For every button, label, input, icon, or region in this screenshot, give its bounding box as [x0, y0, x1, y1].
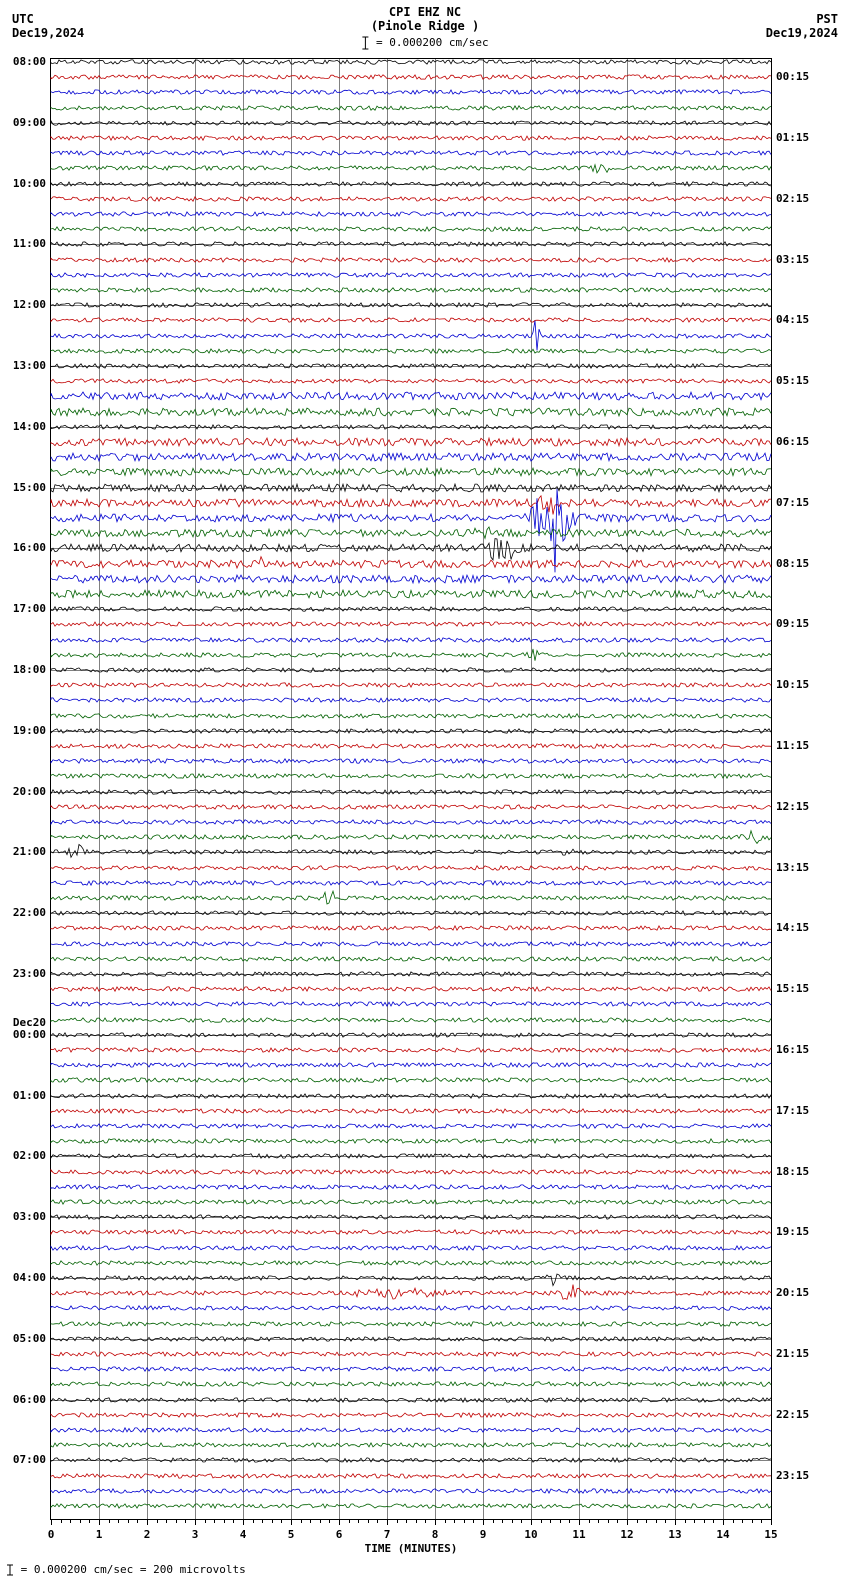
- utc-time-label: 20:00: [4, 785, 46, 798]
- utc-time-label: 10:00: [4, 177, 46, 190]
- pst-time-label: 09:15: [776, 617, 826, 630]
- utc-time-label: 00:00: [4, 1028, 46, 1041]
- pst-time-label: 12:15: [776, 800, 826, 813]
- utc-time-label: 14:00: [4, 420, 46, 433]
- utc-time-label: 06:00: [4, 1393, 46, 1406]
- pst-time-label: 17:15: [776, 1104, 826, 1117]
- pst-time-label: 13:15: [776, 861, 826, 874]
- footer-text: = 0.000200 cm/sec = 200 microvolts: [21, 1563, 246, 1576]
- pst-time-label: 20:15: [776, 1286, 826, 1299]
- utc-time-label: 15:00: [4, 481, 46, 494]
- utc-time-label: 19:00: [4, 724, 46, 737]
- pst-time-label: 02:15: [776, 192, 826, 205]
- pst-time-label: 22:15: [776, 1408, 826, 1421]
- utc-time-label: 23:00: [4, 967, 46, 980]
- pst-time-label: 16:15: [776, 1043, 826, 1056]
- utc-time-label: 21:00: [4, 845, 46, 858]
- utc-time-label: 18:00: [4, 663, 46, 676]
- utc-time-label: 12:00: [4, 298, 46, 311]
- utc-time-label: 09:00: [4, 116, 46, 129]
- utc-time-label: 04:00: [4, 1271, 46, 1284]
- utc-time-label: 01:00: [4, 1089, 46, 1102]
- pst-time-label: 04:15: [776, 313, 826, 326]
- xaxis-tick: [771, 1519, 772, 1525]
- pst-time-label: 15:15: [776, 982, 826, 995]
- scale-bar-icon: [6, 1564, 14, 1576]
- pst-time-label: 14:15: [776, 921, 826, 934]
- utc-time-label: 07:00: [4, 1453, 46, 1466]
- pst-time-label: 11:15: [776, 739, 826, 752]
- pst-date-label: Dec19,2024: [766, 26, 838, 40]
- pst-time-label: 06:15: [776, 435, 826, 448]
- utc-time-label: 11:00: [4, 237, 46, 250]
- utc-time-label: 03:00: [4, 1210, 46, 1223]
- pst-time-label: 10:15: [776, 678, 826, 691]
- pst-time-label: 05:15: [776, 374, 826, 387]
- utc-time-label: 08:00: [4, 55, 46, 68]
- footer: = 0.000200 cm/sec = 200 microvolts: [6, 1563, 246, 1576]
- pst-time-label: 07:15: [776, 496, 826, 509]
- utc-time-label: 16:00: [4, 541, 46, 554]
- utc-time-label: 05:00: [4, 1332, 46, 1345]
- pst-time-label: 03:15: [776, 253, 826, 266]
- pst-tz-label: PST: [816, 12, 838, 26]
- pst-time-label: 00:15: [776, 70, 826, 83]
- pst-time-label: 18:15: [776, 1165, 826, 1178]
- seismic-trace: [51, 1466, 771, 1546]
- pst-time-label: 19:15: [776, 1225, 826, 1238]
- pst-time-label: 08:15: [776, 557, 826, 570]
- pst-time-label: 23:15: [776, 1469, 826, 1482]
- utc-date-change-label: Dec20: [4, 1016, 46, 1029]
- utc-time-label: 02:00: [4, 1149, 46, 1162]
- utc-time-label: 13:00: [4, 359, 46, 372]
- pst-time-label: 01:15: [776, 131, 826, 144]
- seismogram-plot: TIME (MINUTES) 0123456789101112131415: [50, 58, 772, 1520]
- utc-time-label: 22:00: [4, 906, 46, 919]
- utc-tz-label: UTC: [12, 12, 34, 26]
- pst-time-label: 21:15: [776, 1347, 826, 1360]
- station-code: CPI EHZ NC: [371, 5, 479, 19]
- seismogram-container: UTC Dec19,2024 PST Dec19,2024 CPI EHZ NC…: [0, 0, 850, 1584]
- utc-time-label: 17:00: [4, 602, 46, 615]
